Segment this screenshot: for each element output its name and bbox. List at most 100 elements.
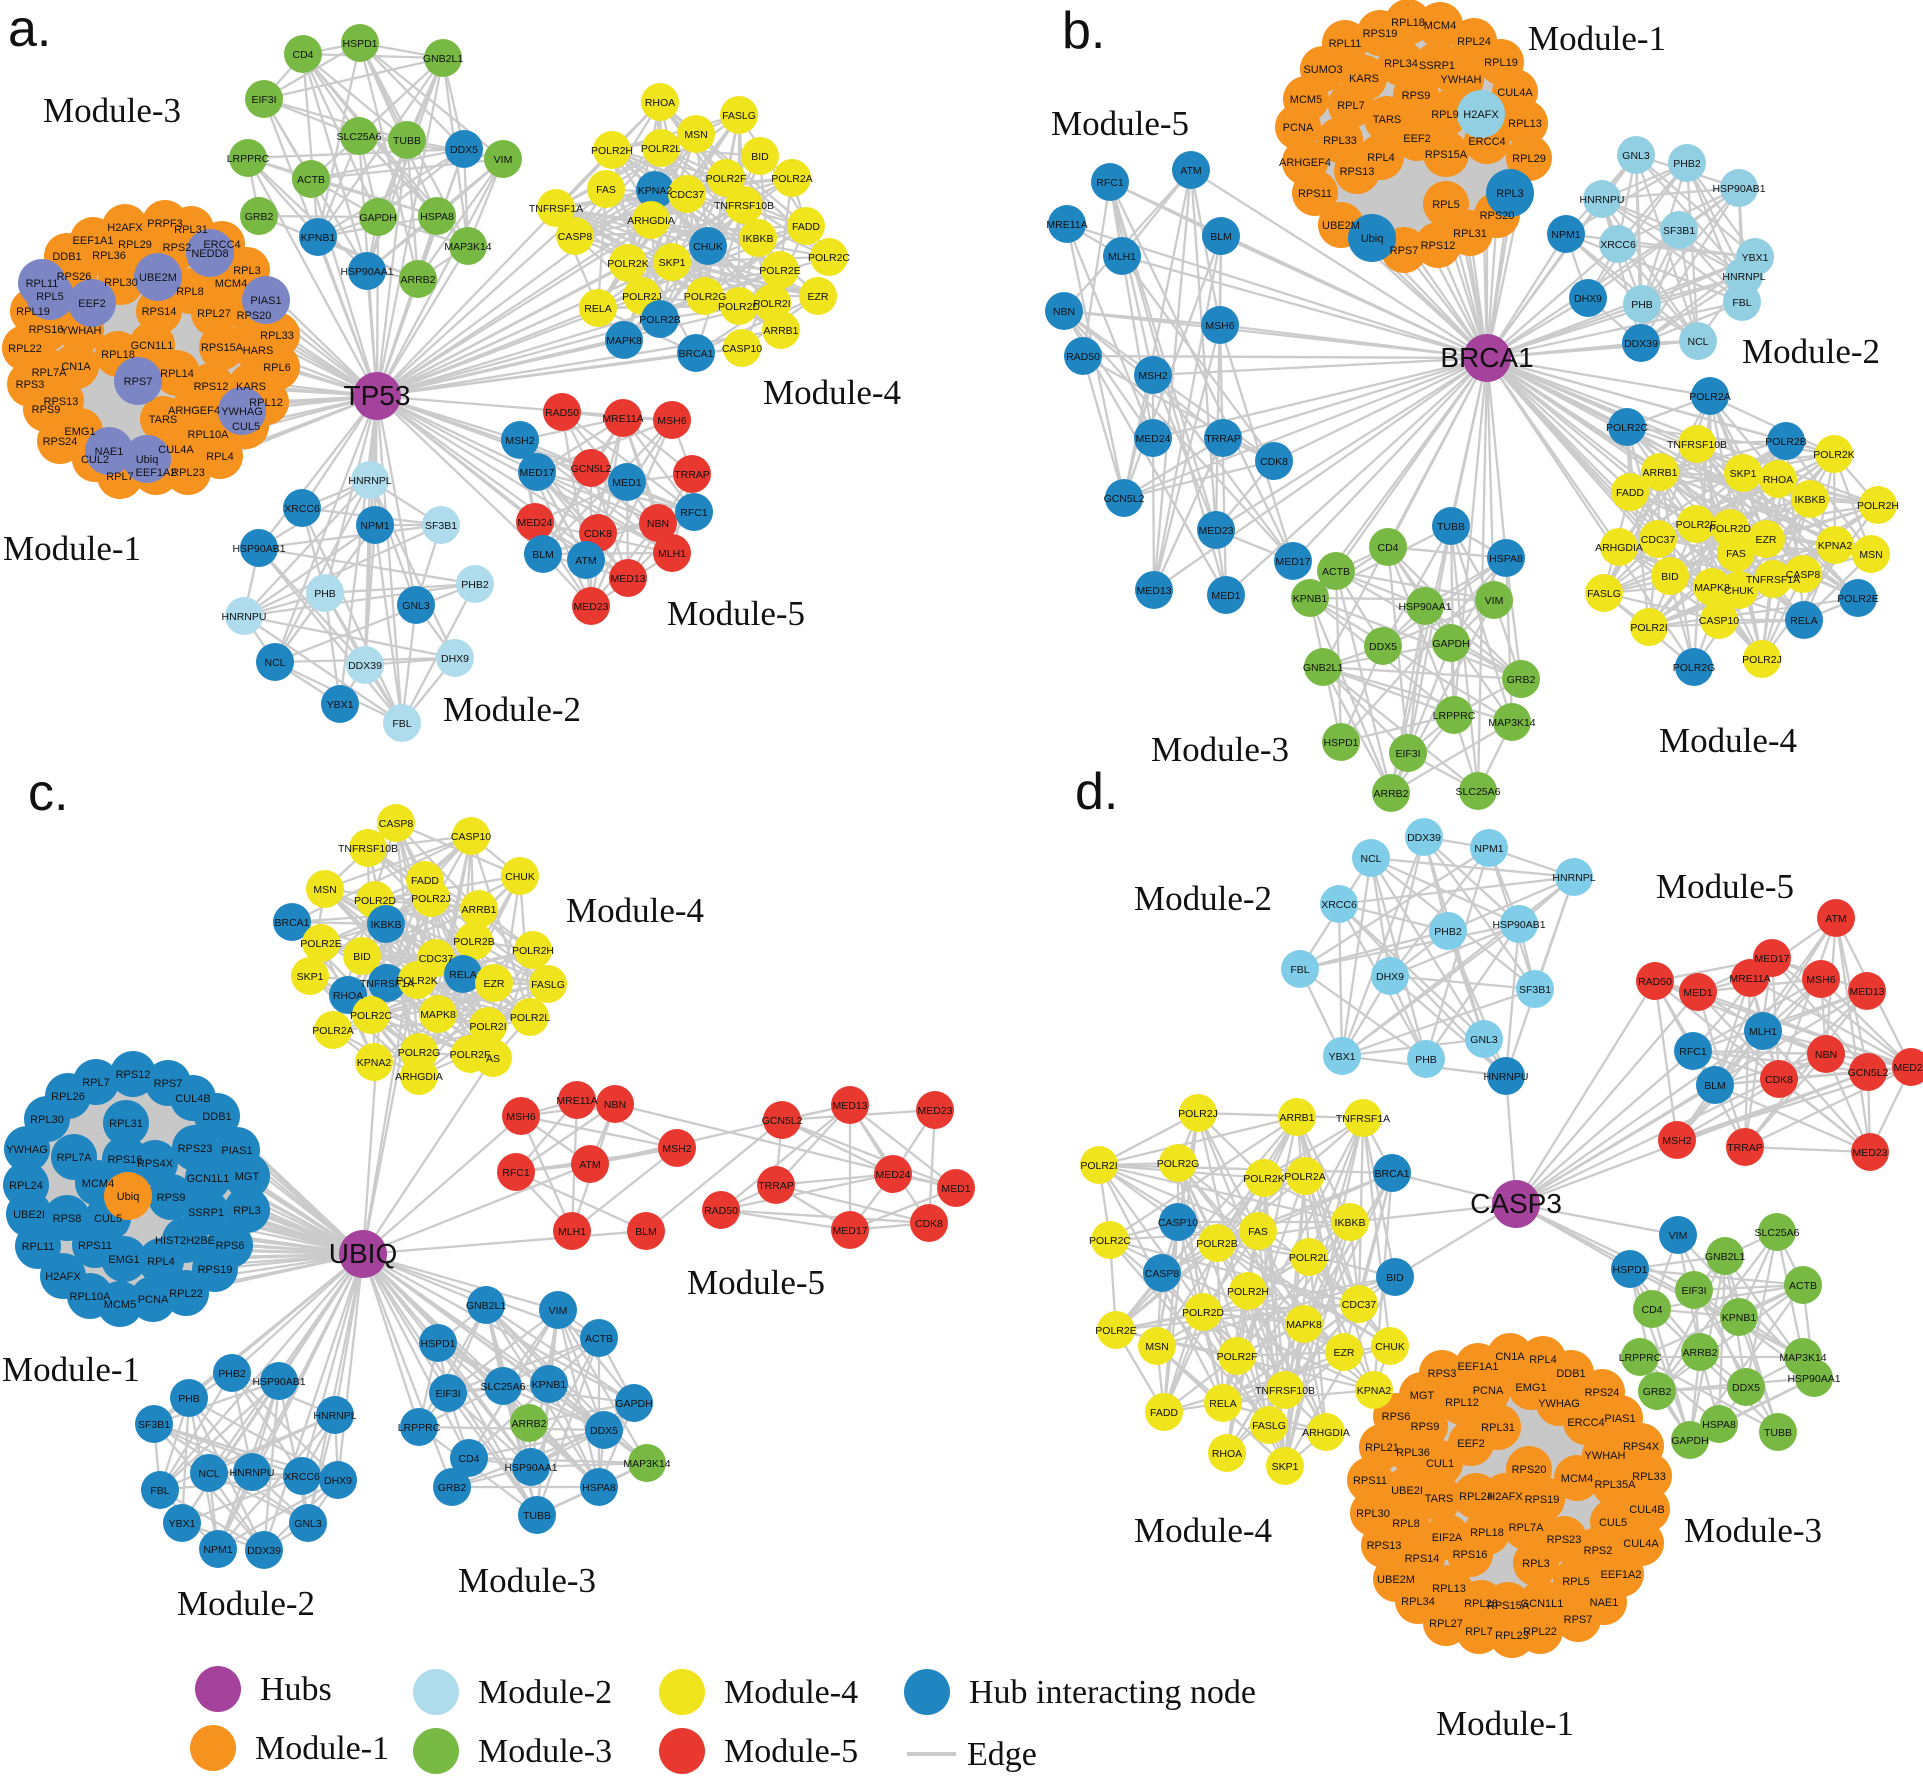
svg-text:BRCA1: BRCA1 (1374, 1168, 1409, 1180)
svg-text:FAS: FAS (1726, 548, 1746, 560)
svg-text:PHB2: PHB2 (1673, 158, 1701, 170)
svg-text:TUBB: TUBB (1437, 521, 1465, 533)
svg-text:PCNA: PCNA (138, 1294, 169, 1306)
svg-text:YBX1: YBX1 (1742, 252, 1769, 264)
svg-text:SLC25A6: SLC25A6 (1755, 1227, 1800, 1239)
svg-text:RFC1: RFC1 (680, 507, 708, 519)
svg-text:RPL7A: RPL7A (1509, 1522, 1545, 1534)
svg-text:GRB2: GRB2 (1507, 674, 1536, 686)
svg-text:KARS: KARS (1349, 73, 1379, 85)
svg-text:FADD: FADD (1150, 1407, 1178, 1419)
svg-text:POLR2I: POLR2I (1080, 1160, 1117, 1172)
svg-text:POLR2A: POLR2A (1284, 1171, 1325, 1183)
svg-text:EZR: EZR (808, 291, 829, 303)
svg-text:VIM: VIM (1669, 1230, 1688, 1242)
svg-text:RPS20: RPS20 (1512, 1464, 1547, 1476)
svg-text:HSP90AA1: HSP90AA1 (1398, 601, 1451, 613)
svg-text:MAP3K14: MAP3K14 (444, 241, 491, 253)
svg-text:RPS4X: RPS4X (1623, 1441, 1660, 1453)
svg-text:Ubiq: Ubiq (1361, 233, 1384, 245)
svg-text:RPL21: RPL21 (1365, 1442, 1399, 1454)
svg-text:CN1A: CN1A (61, 361, 91, 373)
svg-text:RPL3: RPL3 (233, 265, 261, 277)
svg-text:RPL3: RPL3 (233, 1205, 261, 1217)
svg-text:MSN: MSN (684, 129, 707, 141)
svg-text:BLM: BLM (1210, 231, 1232, 243)
svg-text:RPL7: RPL7 (1465, 1626, 1493, 1638)
svg-text:PHB: PHB (1631, 299, 1653, 311)
svg-text:EZR: EZR (1334, 1347, 1355, 1359)
svg-text:CUL4B: CUL4B (1629, 1504, 1664, 1516)
svg-text:MGT: MGT (235, 1171, 260, 1183)
svg-text:DDX5: DDX5 (1369, 641, 1397, 653)
svg-text:IKBKB: IKBKB (1335, 1217, 1366, 1229)
svg-text:RHOA: RHOA (645, 97, 675, 109)
svg-text:EEF2: EEF2 (1457, 1438, 1485, 1450)
svg-text:MCM4: MCM4 (1424, 20, 1456, 32)
svg-text:EIF3I: EIF3I (1395, 748, 1420, 760)
svg-text:BLM: BLM (635, 1226, 657, 1238)
svg-text:RPL4: RPL4 (206, 451, 234, 463)
svg-text:SKP1: SKP1 (1730, 468, 1757, 480)
svg-text:RPL11: RPL11 (22, 1241, 55, 1253)
svg-text:MED23: MED23 (573, 601, 608, 613)
svg-text:TNFRSF1A: TNFRSF1A (529, 203, 583, 215)
svg-text:RELA: RELA (1209, 1398, 1236, 1410)
svg-text:CASP8: CASP8 (379, 818, 414, 830)
svg-text:RPS23: RPS23 (1547, 1534, 1582, 1546)
svg-text:FBL: FBL (150, 1485, 169, 1497)
svg-text:CUL1: CUL1 (1426, 1458, 1454, 1470)
svg-text:POLR2G: POLR2G (1157, 1158, 1200, 1170)
svg-text:MAP3K14: MAP3K14 (1488, 717, 1535, 729)
svg-text:RPS24: RPS24 (43, 436, 78, 448)
svg-text:HSPD1: HSPD1 (342, 38, 377, 50)
svg-text:DDX39: DDX39 (348, 660, 382, 672)
svg-text:UBE2M: UBE2M (139, 272, 177, 284)
svg-text:Module-3: Module-3 (43, 91, 181, 130)
svg-text:RHOA: RHOA (1212, 1448, 1242, 1460)
svg-text:POLR2J: POLR2J (1742, 654, 1782, 666)
svg-text:RPS7: RPS7 (1390, 245, 1419, 257)
svg-text:POLR2H: POLR2H (591, 145, 633, 157)
svg-text:ATM: ATM (1180, 165, 1201, 177)
svg-text:POLR2B: POLR2B (1196, 1238, 1237, 1250)
svg-text:SKP1: SKP1 (1272, 1461, 1299, 1473)
svg-text:RPL13: RPL13 (1508, 118, 1542, 130)
svg-text:POLR2E: POLR2E (759, 265, 800, 277)
svg-text:XRCC6: XRCC6 (284, 503, 320, 515)
svg-text:NPM1: NPM1 (1551, 229, 1580, 241)
svg-text:VIM: VIM (494, 154, 513, 166)
svg-text:RPL27: RPL27 (1429, 1618, 1463, 1630)
svg-text:TRRAP: TRRAP (758, 1180, 794, 1192)
svg-text:Module-5: Module-5 (687, 1263, 825, 1302)
svg-text:MED13: MED13 (610, 573, 645, 585)
svg-text:DDX5: DDX5 (450, 144, 478, 156)
svg-text:HSP90AB1: HSP90AB1 (232, 543, 285, 555)
svg-text:RPL36: RPL36 (92, 250, 126, 262)
svg-text:Module-4: Module-4 (763, 373, 901, 412)
svg-text:FADD: FADD (792, 221, 820, 233)
svg-text:TNFRSF1A: TNFRSF1A (1746, 574, 1800, 586)
svg-text:Module-3: Module-3 (1684, 1511, 1822, 1550)
svg-text:CUL5: CUL5 (1599, 1517, 1627, 1529)
svg-text:ERCC4: ERCC4 (1468, 136, 1505, 148)
svg-text:XRCC6: XRCC6 (1321, 899, 1357, 911)
svg-text:SF3B1: SF3B1 (1519, 984, 1551, 996)
svg-text:MED1: MED1 (1211, 590, 1240, 602)
svg-text:ACTB: ACTB (297, 174, 325, 186)
svg-text:POLR2F: POLR2F (1676, 519, 1717, 531)
svg-text:EEF1A1: EEF1A1 (73, 235, 114, 247)
svg-text:RPL13: RPL13 (1432, 1583, 1466, 1595)
svg-text:BID: BID (353, 951, 371, 963)
svg-text:RPS6: RPS6 (1382, 1411, 1411, 1423)
svg-text:RPS15A: RPS15A (201, 342, 244, 354)
svg-text:CUL2: CUL2 (81, 454, 109, 466)
svg-text:ARRB1: ARRB1 (1642, 467, 1677, 479)
svg-text:RPL11: RPL11 (1329, 38, 1362, 50)
svg-text:GNB2L1: GNB2L1 (423, 53, 463, 65)
svg-text:Module-5: Module-5 (667, 594, 805, 633)
svg-text:CASP10: CASP10 (1699, 615, 1739, 627)
svg-text:RPL11: RPL11 (26, 278, 59, 290)
svg-text:RPL12: RPL12 (1445, 1397, 1479, 1409)
svg-text:MED17: MED17 (1275, 556, 1310, 568)
